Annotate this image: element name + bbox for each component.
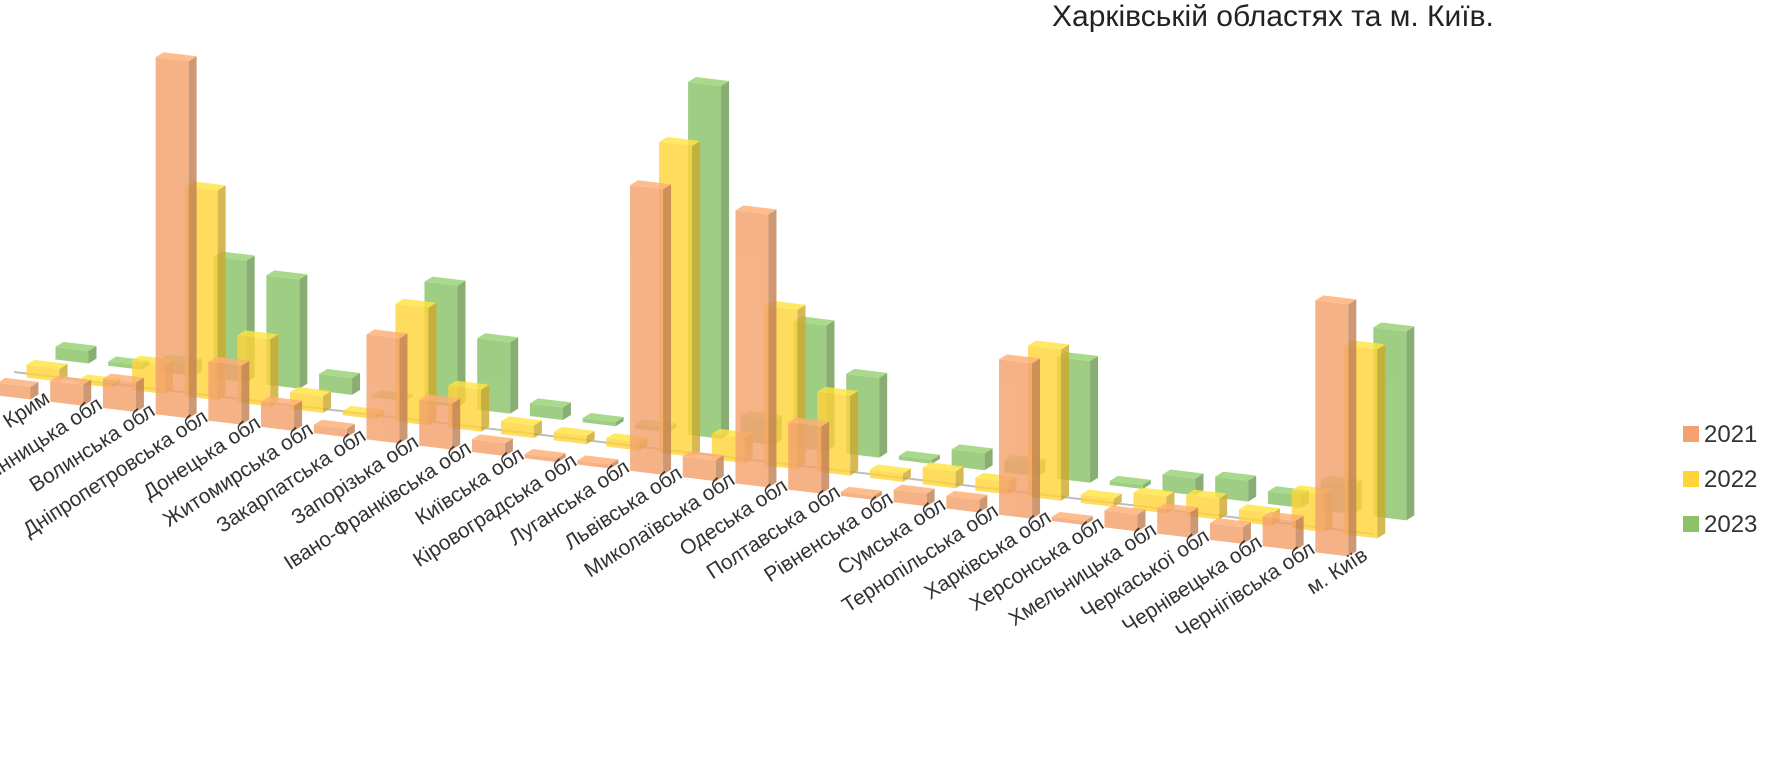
bar-2021-10 xyxy=(524,449,566,463)
bar-2021-25 xyxy=(1315,295,1357,557)
legend-swatch-2021 xyxy=(1683,426,1699,442)
bar-2023-17 xyxy=(951,444,993,471)
chart-legend: 2021 2022 2023 xyxy=(1683,421,1757,538)
bar-2021-8 xyxy=(419,394,461,450)
bar-2023-10 xyxy=(582,413,624,427)
bar-2022-10 xyxy=(553,426,595,445)
bar-2021-16 xyxy=(840,486,882,500)
bar-2021-11 xyxy=(577,455,619,469)
legend-label-2021: 2021 xyxy=(1704,421,1757,448)
bar-2021-3 xyxy=(155,52,197,419)
bar-2023-9 xyxy=(529,398,571,420)
bar-2023-20 xyxy=(1109,475,1151,490)
bar-2021-0 xyxy=(0,377,39,400)
legend-swatch-2023 xyxy=(1683,516,1699,532)
bar-2023-21 xyxy=(1162,469,1204,496)
chart-title: Харківській областях та м. Київ. xyxy=(1052,0,1494,33)
bar-2021-17 xyxy=(893,484,935,507)
bar-2021-4 xyxy=(208,356,250,425)
bar-2021-22 xyxy=(1157,503,1199,538)
bar-2021-15 xyxy=(788,417,830,494)
bar-2021-12 xyxy=(630,180,672,475)
bar-2021-1 xyxy=(50,375,92,406)
legend-swatch-2022 xyxy=(1683,471,1699,487)
bar-2021-23 xyxy=(1209,518,1251,544)
bar-2023-16 xyxy=(898,450,940,464)
chart-bars xyxy=(0,52,1415,557)
bar-2021-5 xyxy=(261,396,303,431)
bar-2021-21 xyxy=(1104,505,1146,532)
bar-2022-20 xyxy=(1080,489,1122,508)
bar-2023-0 xyxy=(55,341,97,364)
bar-2021-2 xyxy=(102,373,144,413)
bar-2022-5 xyxy=(290,387,332,413)
bar-2021-13 xyxy=(682,451,724,482)
bar-2021-9 xyxy=(471,434,513,456)
bar-2023-5 xyxy=(319,369,361,395)
bar-2021-18 xyxy=(946,490,988,513)
bar-2022-9 xyxy=(500,416,542,438)
legend-label-2023: 2023 xyxy=(1704,511,1757,538)
bar-2021-7 xyxy=(366,329,408,444)
bar-2021-24 xyxy=(1262,511,1304,551)
legend-label-2022: 2022 xyxy=(1704,466,1757,493)
bar-2021-6 xyxy=(313,419,355,438)
bar-2023-8 xyxy=(477,333,519,414)
bar-2022-17 xyxy=(922,462,964,489)
bar-2021-14 xyxy=(735,205,777,488)
bar-2021-19 xyxy=(999,354,1041,519)
bar-2021-20 xyxy=(1051,511,1093,526)
bar-2022-16 xyxy=(869,464,911,482)
